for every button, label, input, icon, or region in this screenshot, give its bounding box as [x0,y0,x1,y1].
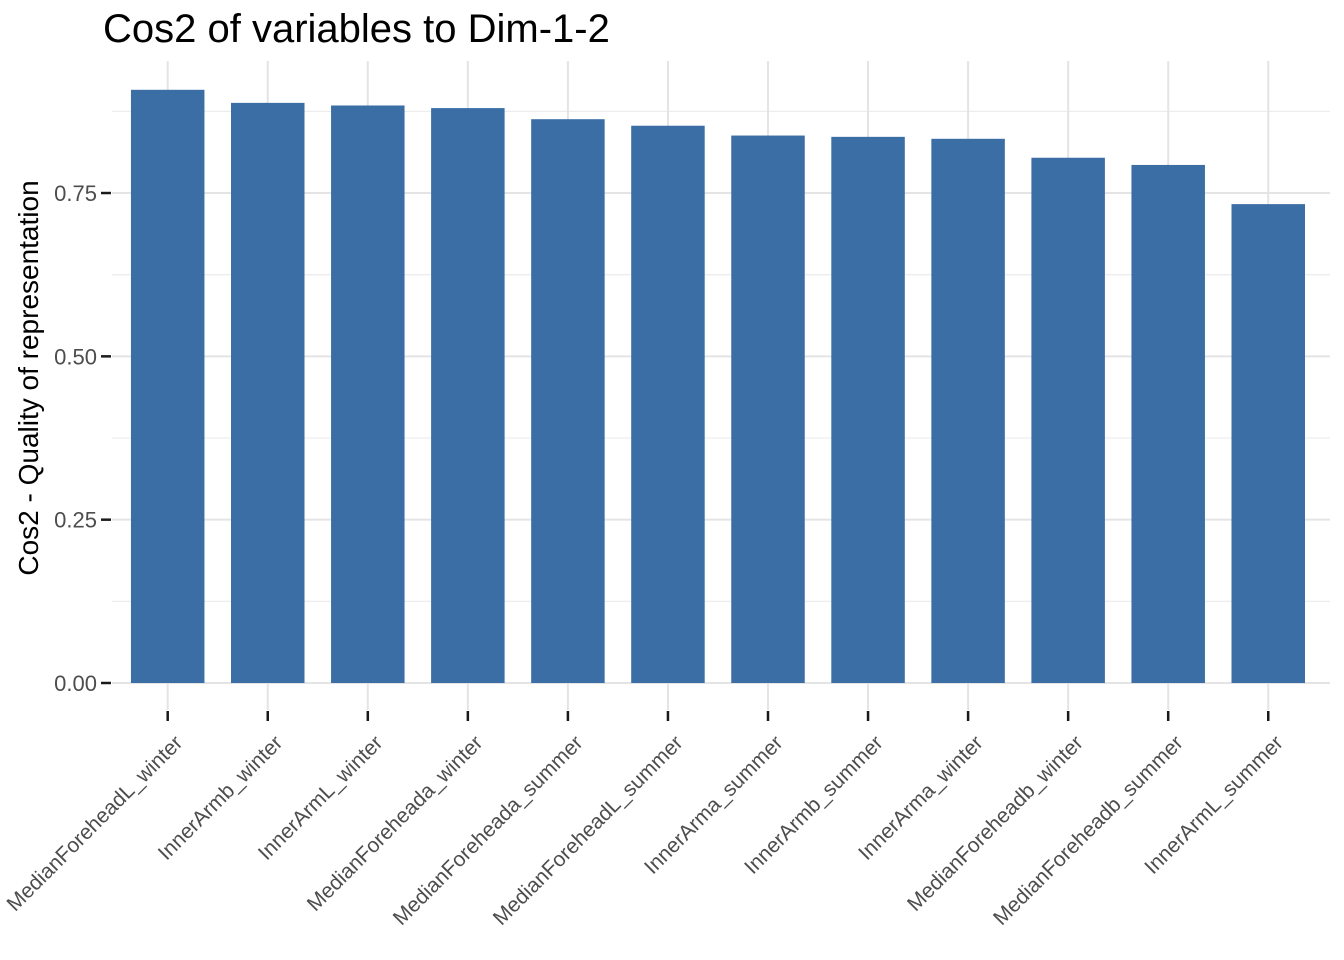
bar-MedianForeheadL_winter [130,89,205,684]
major-gridlines [112,192,1330,684]
x-tick-label: MedianForeheadL_summer [489,731,688,930]
y-tick-label: 0.00 [54,671,97,696]
x-tick-label: MedianForeheada_winter [303,731,488,916]
x-tick-label: MedianForeheadL_winter [3,731,188,916]
bar-MedianForeheadL_summer [631,125,705,683]
bar-InnerArma_winter [931,138,1005,684]
minor-gridlines [112,110,1330,602]
y-axis-ticks [101,191,111,685]
y-axis-title: Cos2 - Quality of representation [13,180,44,575]
bar-InnerArma_summer [731,135,805,683]
bar-MedianForeheada_summer [531,119,605,684]
bar-MedianForeheadb_winter [1031,157,1105,683]
x-tick-label: MedianForeheadb_summer [989,731,1188,930]
x-tick-label: MedianForeheada_summer [389,731,588,930]
x-axis-tick-labels: MedianForeheadL_winterInnerArmb_winterIn… [3,731,1288,930]
bar-MedianForeheada_winter [431,108,505,683]
bars [130,89,1305,684]
bar-InnerArmL_summer [1231,204,1305,683]
y-axis-tick-labels: 0.00 0.25 0.50 0.75 [54,181,97,696]
chart-title: Cos2 of variables to Dim-1-2 [103,7,610,51]
bar-MedianForeheadb_summer [1131,164,1205,683]
bar-InnerArmb_winter [231,102,305,683]
x-tick-label: MedianForeheadb_winter [903,731,1088,916]
y-tick-label: 0.25 [54,508,97,533]
y-tick-label: 0.50 [54,344,97,369]
bar-InnerArmL_winter [331,105,405,684]
x-axis-ticks [166,711,1270,721]
y-tick-label: 0.75 [54,181,97,206]
bar-InnerArmb_summer [831,136,905,684]
